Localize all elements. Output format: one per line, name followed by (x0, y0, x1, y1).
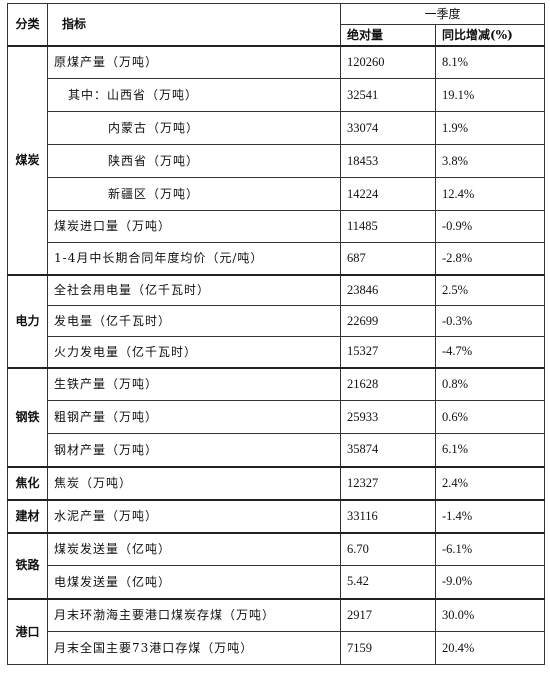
indicator-cell: 内蒙古（万吨） (47, 111, 341, 145)
indicator-cell: 发电量（亿千瓦时） (47, 305, 341, 337)
indicator-cell: 钢材产量（万吨） (47, 433, 341, 467)
category-cell: 铁路 (7, 531, 48, 599)
table-row: 其中：山西省（万吨） 32541 19.1% (8, 78, 546, 112)
header-indicator: 指标 (47, 3, 341, 46)
yoy-cell: -4.7% (434, 336, 546, 368)
table-row: 煤炭 原煤产量（万吨） 120260 8.1% (7, 44, 546, 275)
table-row: 钢材产量（万吨） 35874 6.1% (8, 433, 546, 467)
yoy-cell: -0.3% (434, 305, 546, 337)
indicator-cell: 新疆区（万吨） (47, 177, 341, 211)
yoy-cell: 6.1% (434, 433, 546, 467)
value-cell: 2917 (340, 597, 436, 632)
value-cell: 120260 (340, 44, 436, 79)
table-row: 电煤发送量（亿吨） 5.42 -9.0% (8, 565, 546, 599)
indicator-cell: 煤炭发送量（亿吨） (47, 531, 341, 566)
category-cell: 电力 (7, 273, 48, 368)
value-cell: 22699 (340, 305, 436, 337)
header-absolute: 绝对量 (340, 24, 436, 46)
yoy-cell: -9.0% (434, 565, 546, 599)
table-row: 月末全国主要73港口存煤（万吨） 7159 20.4% (8, 631, 546, 665)
category-cell: 港口 (7, 597, 48, 665)
table-row: 发电量（亿千瓦时） 22699 -0.3% (8, 305, 546, 337)
value-cell: 687 (340, 242, 436, 275)
value-cell: 11485 (340, 210, 436, 243)
indicator-cell: 陕西省（万吨） (47, 144, 341, 178)
yoy-cell: -6.1% (434, 531, 546, 566)
indicator-cell: 水泥产量（万吨） (47, 498, 341, 533)
value-cell: 12327 (340, 465, 436, 500)
value-cell: 14224 (340, 177, 436, 211)
table-row: 1-4月中长期合同年度均价（元/吨） 687 -2.8% (8, 242, 546, 275)
indicator-cell: 月末环渤海主要港口煤炭存煤（万吨） (47, 597, 341, 632)
table-row: 焦化 焦炭（万吨） 12327 2.4% (7, 465, 546, 500)
value-cell: 35874 (340, 433, 436, 467)
header-quarter: 一季度 (339, 3, 546, 25)
table-row: 新疆区（万吨） 14224 12.4% (8, 177, 546, 211)
value-cell: 21628 (340, 366, 436, 401)
category-cell: 煤炭 (7, 44, 48, 275)
value-cell: 6.70 (340, 531, 436, 566)
table-row: 火力发电量（亿千瓦时） 15327 -4.7% (8, 336, 546, 368)
yoy-cell: 3.8% (434, 144, 546, 178)
yoy-cell: -2.8% (434, 242, 546, 275)
table-row: 陕西省（万吨） 18453 3.8% (8, 144, 546, 178)
table-row: 铁路 煤炭发送量（亿吨） 6.70 -6.1% (7, 531, 546, 599)
table-row: 钢铁 生铁产量（万吨） 21628 0.8% (7, 366, 546, 467)
value-cell: 7159 (340, 631, 436, 665)
table-row: 电力 全社会用电量（亿千瓦时） 23846 2.5% (7, 273, 546, 368)
indicator-cell: 粗钢产量（万吨） (47, 400, 341, 434)
header-category: 分类 (7, 3, 48, 46)
indicator-cell: 其中：山西省（万吨） (47, 78, 341, 112)
value-cell: 5.42 (340, 565, 436, 599)
table-row: 内蒙古（万吨） 33074 1.9% (8, 111, 546, 145)
yoy-cell: 2.4% (434, 465, 546, 500)
yoy-cell: 8.1% (434, 44, 546, 79)
yoy-cell: -0.9% (434, 210, 546, 243)
value-cell: 18453 (340, 144, 436, 178)
indicator-cell: 煤炭进口量（万吨） (47, 210, 341, 243)
yoy-cell: 0.6% (434, 400, 546, 434)
indicator-cell: 焦炭（万吨） (47, 465, 341, 500)
value-cell: 33116 (340, 498, 436, 533)
table-row: 建材 水泥产量（万吨） 33116 -1.4% (7, 498, 546, 533)
table-row: 煤炭进口量（万吨） 11485 -0.9% (8, 210, 546, 243)
value-cell: 32541 (340, 78, 436, 112)
yoy-cell: 30.0% (434, 597, 546, 632)
category-cell: 焦化 (7, 465, 48, 500)
header-row-1: 分类 指标 一季度 (7, 3, 546, 46)
value-cell: 25933 (340, 400, 436, 434)
indicator-cell: 1-4月中长期合同年度均价（元/吨） (47, 242, 341, 275)
yoy-cell: 19.1% (434, 78, 546, 112)
value-cell: 33074 (340, 111, 436, 145)
yoy-cell: 12.4% (434, 177, 546, 211)
header-yoy: 同比增减(%) (434, 24, 546, 46)
indicator-cell: 生铁产量（万吨） (47, 366, 341, 401)
table-row: 港口 月末环渤海主要港口煤炭存煤（万吨） 2917 30.0% (7, 597, 546, 665)
value-cell: 15327 (340, 336, 436, 368)
value-cell: 23846 (340, 273, 436, 306)
yoy-cell: 1.9% (434, 111, 546, 145)
indicator-cell: 原煤产量（万吨） (47, 44, 341, 79)
coal-statistics-table: 分类 指标 一季度 绝对量 同比增减(%) 煤炭 原煤产量（万吨） 120260… (7, 3, 546, 665)
category-cell: 建材 (7, 498, 48, 533)
yoy-cell: 2.5% (434, 273, 546, 306)
yoy-cell: 20.4% (434, 631, 546, 665)
yoy-cell: -1.4% (434, 498, 546, 533)
indicator-cell: 月末全国主要73港口存煤（万吨） (47, 631, 341, 665)
coal-statistics-table-wrapper: 分类 指标 一季度 绝对量 同比增减(%) 煤炭 原煤产量（万吨） 120260… (7, 3, 546, 665)
indicator-cell: 电煤发送量（亿吨） (47, 565, 341, 599)
table-row: 粗钢产量（万吨） 25933 0.6% (8, 400, 546, 434)
yoy-cell: 0.8% (434, 366, 546, 401)
indicator-cell: 全社会用电量（亿千瓦时） (47, 273, 341, 306)
category-cell: 钢铁 (7, 366, 48, 467)
indicator-cell: 火力发电量（亿千瓦时） (47, 336, 341, 368)
